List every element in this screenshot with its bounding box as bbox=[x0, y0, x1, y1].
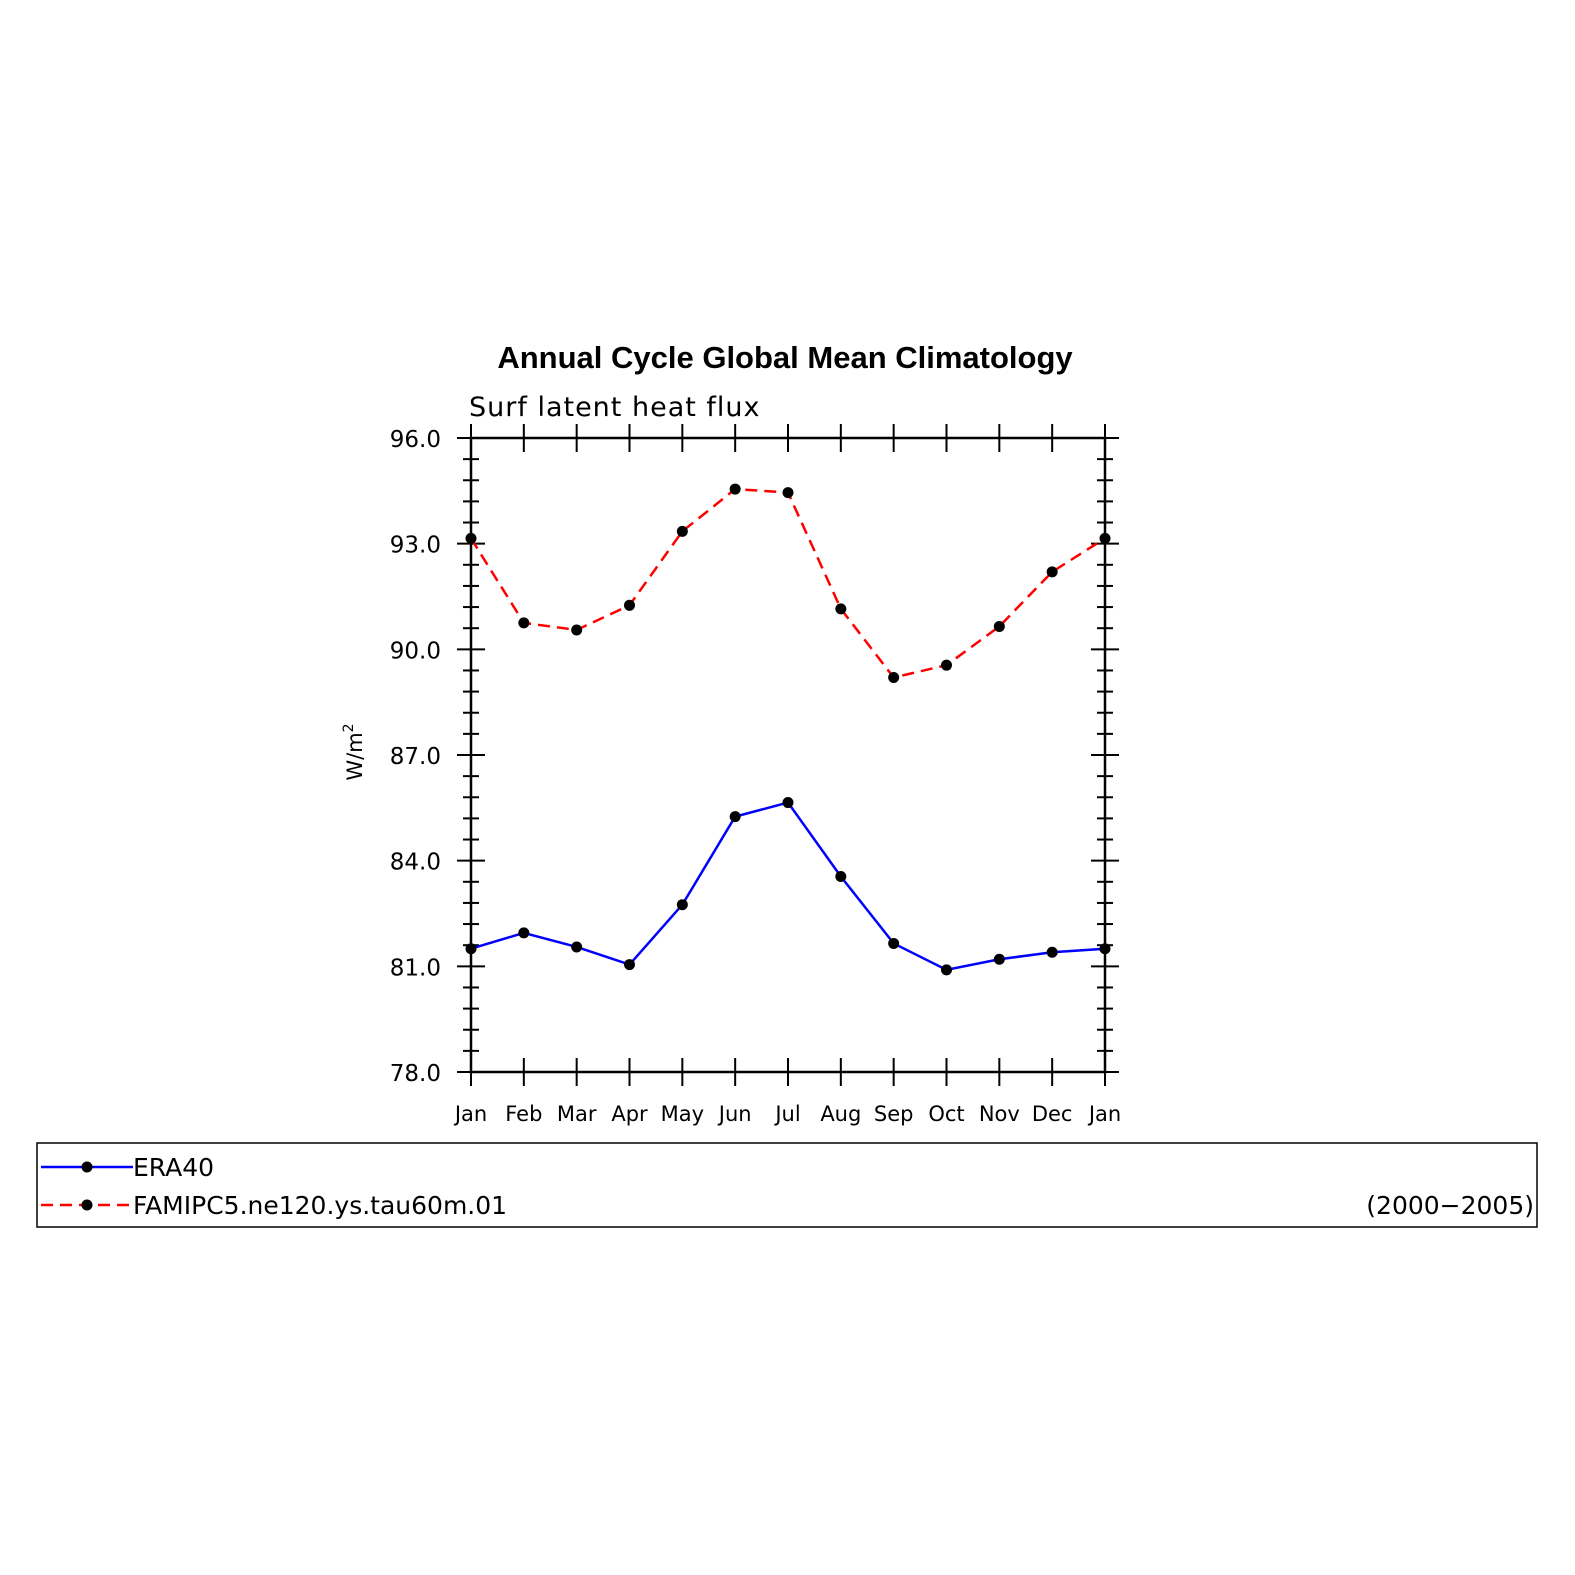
series-2-point bbox=[888, 672, 900, 684]
x-tick-label: Jul bbox=[773, 1102, 800, 1126]
series-1-point bbox=[624, 959, 635, 971]
x-tick-label: Sep bbox=[874, 1102, 914, 1126]
x-tick-label: Nov bbox=[979, 1102, 1020, 1126]
x-tick-label: Apr bbox=[611, 1102, 648, 1126]
y-tick-label: 78.0 bbox=[390, 1061, 441, 1087]
legend-label-2: FAMIPC5.ne120.ys.tau60m.01 bbox=[133, 1191, 507, 1220]
series-2-point bbox=[571, 624, 583, 636]
series-1-point bbox=[729, 811, 741, 823]
y-tick-label: 93.0 bbox=[390, 533, 441, 559]
legend-box bbox=[36, 1142, 1538, 1228]
x-tick-label: Jan bbox=[1087, 1102, 1121, 1126]
y-axis-label-superscript: 2 bbox=[341, 723, 357, 732]
series-line-2 bbox=[469, 487, 1106, 679]
series-2-point bbox=[782, 487, 794, 499]
series-1-point bbox=[1046, 946, 1058, 958]
series-2-point bbox=[941, 659, 952, 671]
legend-label-1: ERA40 bbox=[133, 1153, 214, 1182]
x-tick-label: May bbox=[661, 1102, 704, 1126]
series-2-point bbox=[518, 617, 530, 629]
series-layer bbox=[465, 483, 1111, 976]
x-tick-label: Jun bbox=[717, 1102, 752, 1126]
series-1-point bbox=[941, 964, 952, 976]
series-1-point bbox=[888, 937, 900, 949]
x-tick-label: Oct bbox=[928, 1102, 964, 1126]
series-1-point bbox=[465, 943, 477, 955]
legend-marker-1 bbox=[81, 1161, 93, 1173]
legend-note: (2000−2005) bbox=[1366, 1191, 1534, 1220]
y-tick-label: 90.0 bbox=[390, 638, 441, 664]
x-tick-label: Feb bbox=[505, 1102, 542, 1126]
series-2-point bbox=[835, 603, 847, 615]
series-1-point bbox=[676, 899, 688, 911]
series-1-point bbox=[571, 941, 583, 953]
y-tick-label: 81.0 bbox=[390, 955, 441, 981]
series-2-point bbox=[624, 599, 635, 611]
series-2-point bbox=[676, 525, 688, 537]
chart-subtitle: Surf latent heat flux bbox=[469, 392, 761, 423]
series-2-point bbox=[1046, 566, 1058, 578]
x-tick-label: Aug bbox=[820, 1102, 861, 1126]
y-axis-label: W/m2 bbox=[341, 723, 367, 780]
legend: ERA40 FAMIPC5.ne120.ys.tau60m.01 (2000−20… bbox=[36, 1142, 1538, 1228]
y-tick-label: 87.0 bbox=[390, 744, 441, 770]
series-2-point bbox=[729, 483, 741, 495]
plot-frame bbox=[469, 436, 1107, 1074]
y-tick-label: 96.0 bbox=[390, 427, 441, 453]
series-2-point bbox=[465, 532, 477, 544]
series-1-point bbox=[518, 927, 530, 939]
x-tick-label: Mar bbox=[557, 1102, 597, 1126]
series-line-1 bbox=[470, 801, 1106, 972]
series-1-point bbox=[993, 953, 1005, 965]
chart-title: Annual Cycle Global Mean Climatology bbox=[497, 340, 1073, 375]
x-tick-label: Jan bbox=[453, 1102, 487, 1126]
series-2-point bbox=[993, 620, 1005, 632]
series-1-point bbox=[835, 871, 847, 883]
series-1-point bbox=[1099, 943, 1111, 955]
y-tick-label: 84.0 bbox=[390, 850, 441, 876]
plot-axes: 78.0 81.0 84.0 87.0 90.0 93.0 96.0 Jan Feb Mar Apr… bbox=[390, 424, 1121, 1126]
x-tick-label: Dec bbox=[1032, 1102, 1073, 1126]
series-1-point bbox=[782, 797, 794, 809]
series-2-point bbox=[1099, 532, 1111, 544]
legend-marker-2 bbox=[81, 1199, 93, 1211]
y-axis-label-main: W/m bbox=[343, 732, 367, 780]
